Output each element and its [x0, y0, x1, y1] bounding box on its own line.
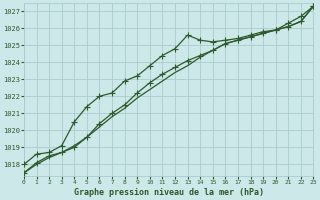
X-axis label: Graphe pression niveau de la mer (hPa): Graphe pression niveau de la mer (hPa) [74, 188, 264, 197]
